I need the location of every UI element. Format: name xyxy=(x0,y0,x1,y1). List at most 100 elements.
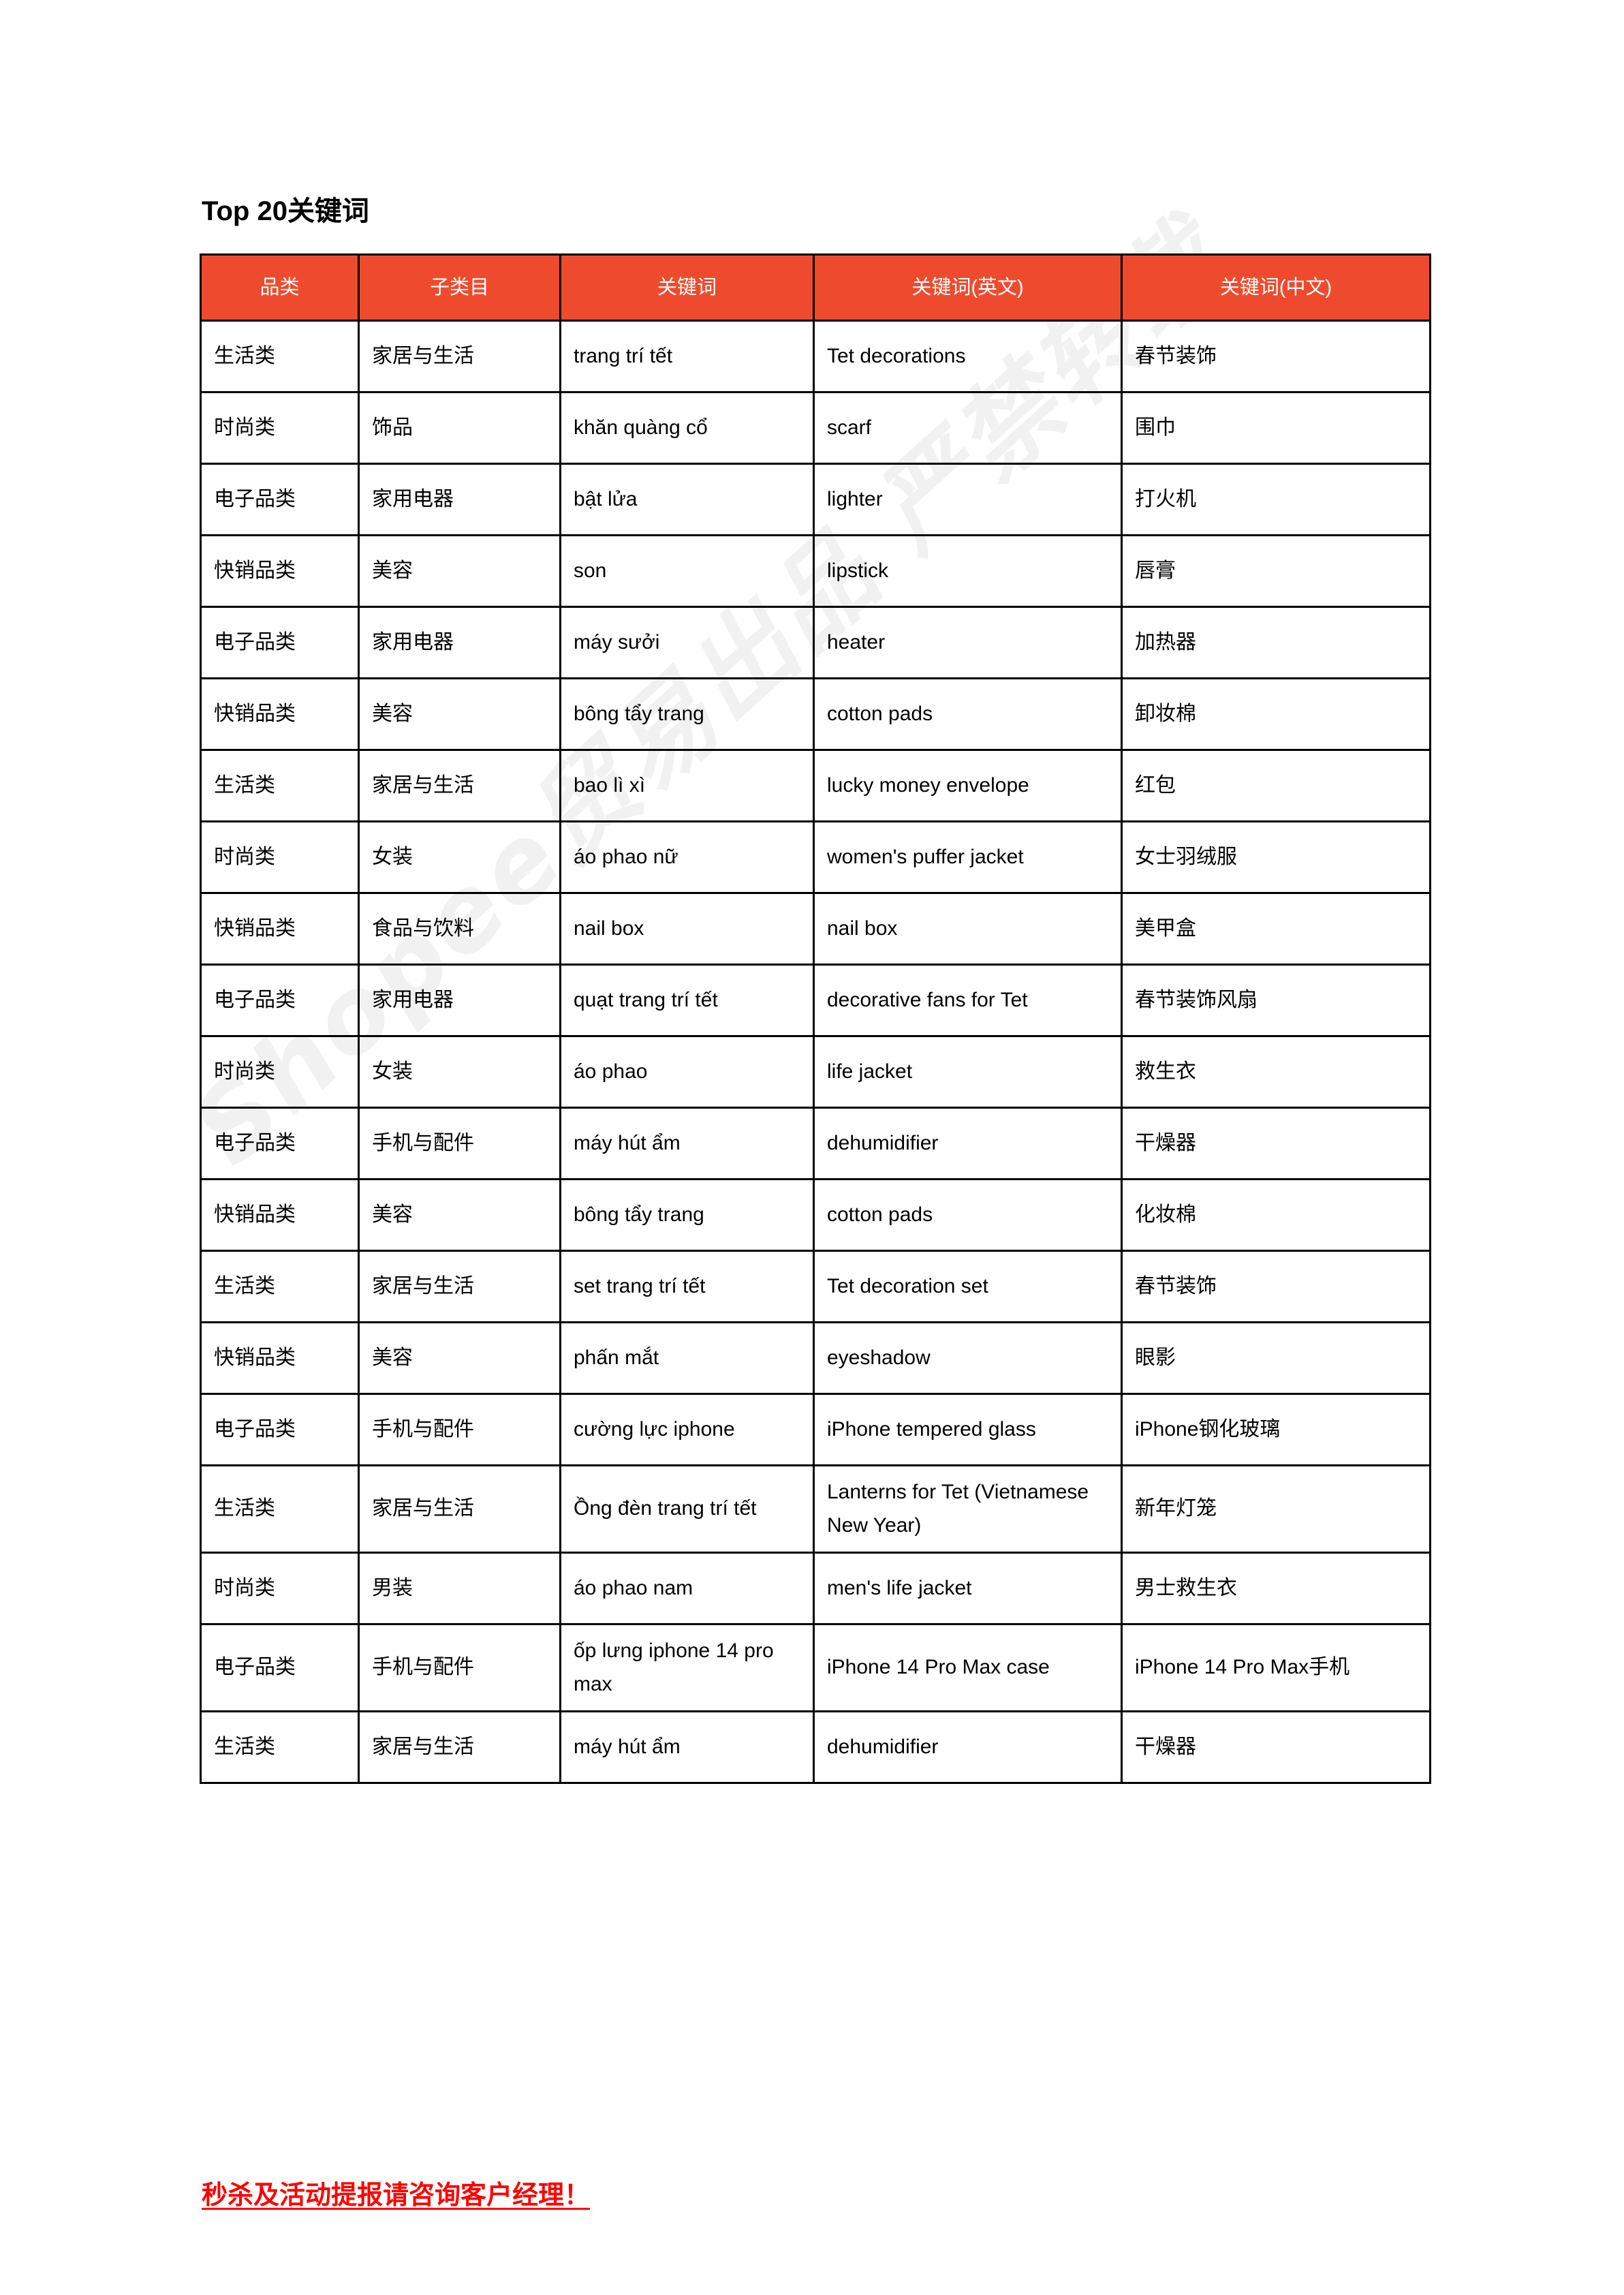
cell-subcategory: 手机与配件 xyxy=(358,1107,561,1180)
column-header-keyword-en: 关键词(英文) xyxy=(813,253,1123,322)
cell-keyword: quạt trang trí tết xyxy=(559,964,815,1037)
cell-keyword-zh: 干燥器 xyxy=(1121,1107,1431,1180)
cell-keyword: phấn mắt xyxy=(559,1321,815,1395)
cell-subcategory: 食品与饮料 xyxy=(358,892,561,966)
table-row: 电子品类 手机与配件 máy hút ẩm dehumidifier 干燥器 xyxy=(200,1107,1431,1180)
table-row: 电子品类 家用电器 máy sưởi heater 加热器 xyxy=(200,606,1431,679)
table-row: 快销品类 美容 phấn mắt eyeshadow 眼影 xyxy=(200,1321,1431,1395)
table-row: 时尚类 女装 áo phao life jacket 救生衣 xyxy=(200,1035,1431,1109)
cell-keyword: máy hút ẩm xyxy=(559,1710,815,1785)
cell-category: 电子品类 xyxy=(200,463,360,536)
cell-keyword: máy hút ẩm xyxy=(559,1107,815,1180)
cell-category: 生活类 xyxy=(200,1250,360,1323)
cell-category: 电子品类 xyxy=(200,964,360,1037)
table-row: 生活类 家居与生活 trang trí tết Tet decorations 春节装饰 xyxy=(200,320,1431,393)
cell-subcategory: 家用电器 xyxy=(358,964,561,1037)
cell-keyword-zh: 新年灯笼 xyxy=(1121,1464,1431,1554)
cell-keyword-en: lighter xyxy=(813,463,1123,536)
table-header-row: 品类 子类目 关键词 关键词(英文) 关键词(中文) xyxy=(200,253,1431,322)
cell-keyword-zh: 化妆棉 xyxy=(1121,1178,1431,1252)
cell-keyword: ốp lưng iphone 14 pro max xyxy=(559,1623,815,1713)
cell-keyword-en: decorative fans for Tet xyxy=(813,964,1123,1037)
cell-category: 生活类 xyxy=(200,1710,360,1785)
cell-keyword-en: heater xyxy=(813,606,1123,679)
footer-note: 秒杀及活动提报请咨询客户经理！ xyxy=(202,2181,591,2210)
cell-category: 电子品类 xyxy=(200,1107,360,1180)
table-row: 快销品类 美容 son lipstick 唇膏 xyxy=(200,534,1431,608)
cell-keyword-en: life jacket xyxy=(813,1035,1123,1109)
column-header-keyword: 关键词 xyxy=(559,253,815,322)
cell-category: 快销品类 xyxy=(200,1321,360,1395)
cell-keyword-en: lipstick xyxy=(813,534,1123,608)
cell-keyword: bông tẩy trang xyxy=(559,1178,815,1252)
cell-keyword-en: nail box xyxy=(813,892,1123,966)
cell-keyword-zh: 围巾 xyxy=(1121,391,1431,465)
cell-category: 生活类 xyxy=(200,1464,360,1554)
cell-subcategory: 家居与生活 xyxy=(358,1250,561,1323)
cell-keyword: trang trí tết xyxy=(559,320,815,393)
column-header-keyword-zh: 关键词(中文) xyxy=(1121,253,1431,322)
table-row: 快销品类 食品与饮料 nail box nail box 美甲盒 xyxy=(200,892,1431,966)
table-row: 电子品类 家用电器 bật lửa lighter 打火机 xyxy=(200,463,1431,536)
cell-keyword: Ồng đèn trang trí tết xyxy=(559,1464,815,1554)
cell-keyword-zh: 加热器 xyxy=(1121,606,1431,679)
table-row: 时尚类 女装 áo phao nữ women's puffer jacket 女士羽绒… xyxy=(200,820,1431,894)
column-header-subcategory: 子类目 xyxy=(358,253,561,322)
cell-keyword-en: Tet decorations xyxy=(813,320,1123,393)
cell-subcategory: 美容 xyxy=(358,1321,561,1395)
cell-category: 电子品类 xyxy=(200,606,360,679)
cell-keyword-zh: iPhone钢化玻璃 xyxy=(1121,1393,1431,1466)
cell-subcategory: 饰品 xyxy=(358,391,561,465)
cell-subcategory: 家用电器 xyxy=(358,463,561,536)
top-keywords-table: 品类 子类目 关键词 关键词(英文) 关键词(中文) 生活类 家居与生活 trang… xyxy=(200,253,1431,1785)
cell-keyword: máy sưởi xyxy=(559,606,815,679)
cell-keyword-en: women's puffer jacket xyxy=(813,820,1123,894)
cell-category: 时尚类 xyxy=(200,1035,360,1109)
cell-keyword-zh: 春节装饰 xyxy=(1121,320,1431,393)
cell-keyword-zh: 春节装饰风扇 xyxy=(1121,964,1431,1037)
table-row: 时尚类 饰品 khăn quàng cổ scarf 围巾 xyxy=(200,391,1431,465)
table-row: 生活类 家居与生活 set trang trí tết Tet decoration … xyxy=(200,1250,1431,1323)
table-row: 电子品类 手机与配件 cường lực iphone iPhone tempered… xyxy=(200,1393,1431,1466)
cell-keyword-zh: 唇膏 xyxy=(1121,534,1431,608)
cell-subcategory: 女装 xyxy=(358,1035,561,1109)
cell-keyword-en: men's life jacket xyxy=(813,1552,1123,1626)
cell-subcategory: 家居与生活 xyxy=(358,749,561,822)
cell-category: 生活类 xyxy=(200,320,360,393)
cell-keyword: bao lì xì xyxy=(559,749,815,822)
cell-category: 快销品类 xyxy=(200,1178,360,1252)
cell-subcategory: 手机与配件 xyxy=(358,1623,561,1713)
cell-keyword-en: Lanterns for Tet (Vietnamese New Year) xyxy=(813,1464,1123,1554)
cell-subcategory: 家居与生活 xyxy=(358,1464,561,1554)
cell-keyword: cường lực iphone xyxy=(559,1393,815,1466)
cell-keyword-zh: 美甲盒 xyxy=(1121,892,1431,966)
cell-keyword-zh: 卸妆棉 xyxy=(1121,677,1431,751)
cell-keyword-en: cotton pads xyxy=(813,1178,1123,1252)
cell-keyword-zh: iPhone 14 Pro Max手机 xyxy=(1121,1623,1431,1713)
cell-keyword: son xyxy=(559,534,815,608)
cell-subcategory: 美容 xyxy=(358,677,561,751)
cell-keyword: áo phao nữ xyxy=(559,820,815,894)
cell-keyword-en: scarf xyxy=(813,391,1123,465)
table-row: 生活类 家居与生活 Ồng đèn trang trí tết Lanterns fo… xyxy=(200,1464,1431,1554)
cell-category: 电子品类 xyxy=(200,1623,360,1713)
table-row: 生活类 家居与生活 bao lì xì lucky money envelope 红包 xyxy=(200,749,1431,822)
table-body: 生活类 家居与生活 trang trí tết Tet decorations 春节装饰… xyxy=(200,320,1431,1785)
cell-subcategory: 家居与生活 xyxy=(358,1710,561,1785)
cell-category: 时尚类 xyxy=(200,391,360,465)
cell-category: 快销品类 xyxy=(200,534,360,608)
page-title: Top 20关键词 xyxy=(202,196,369,226)
cell-keyword: nail box xyxy=(559,892,815,966)
cell-category: 时尚类 xyxy=(200,820,360,894)
table-row: 电子品类 家用电器 quạt trang trí tết decorative fan… xyxy=(200,964,1431,1037)
table-row: 生活类 家居与生活 máy hút ẩm dehumidifier 干燥器 xyxy=(200,1710,1431,1785)
cell-subcategory: 女装 xyxy=(358,820,561,894)
cell-keyword: bật lửa xyxy=(559,463,815,536)
cell-category: 快销品类 xyxy=(200,677,360,751)
cell-keyword-zh: 干燥器 xyxy=(1121,1710,1431,1785)
cell-keyword-zh: 男士救生衣 xyxy=(1121,1552,1431,1626)
cell-keyword-en: dehumidifier xyxy=(813,1710,1123,1785)
cell-keyword: khăn quàng cổ xyxy=(559,391,815,465)
cell-keyword-zh: 女士羽绒服 xyxy=(1121,820,1431,894)
cell-keyword: bông tẩy trang xyxy=(559,677,815,751)
